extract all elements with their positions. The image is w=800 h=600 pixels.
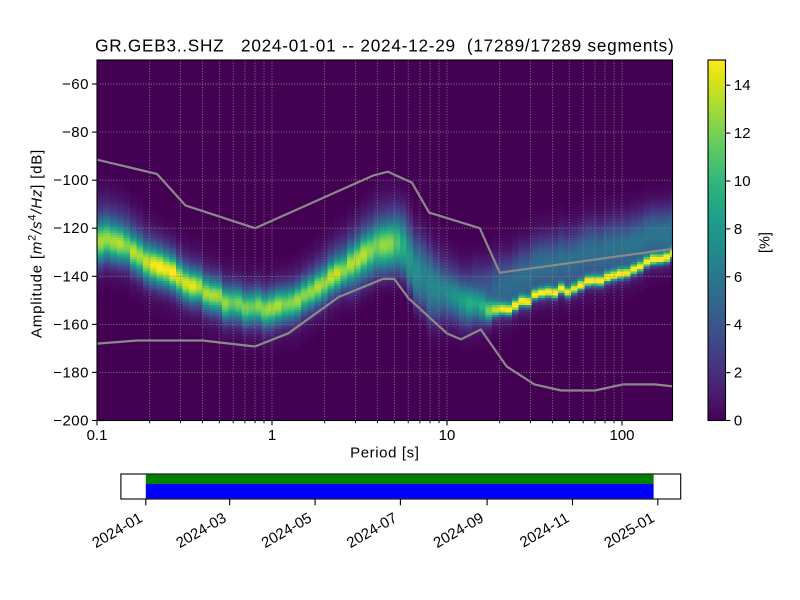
svg-text:100: 100	[609, 427, 634, 444]
svg-text:8: 8	[734, 221, 742, 238]
svg-text:[%]: [%]	[758, 232, 774, 253]
svg-text:10: 10	[734, 173, 751, 190]
svg-text:−180: −180	[53, 364, 89, 381]
svg-text:GR.GEB3..SHZ 2024-01-01 -- 2: GR.GEB3..SHZ 2024-01-01 -- 2024-12-29 (1…	[95, 36, 674, 56]
svg-text:10: 10	[439, 427, 456, 444]
svg-text:1: 1	[268, 427, 276, 444]
svg-text:−60: −60	[62, 76, 89, 93]
svg-text:Period [s]: Period [s]	[350, 445, 419, 462]
svg-text:−140: −140	[53, 268, 89, 285]
svg-text:2: 2	[734, 365, 742, 382]
svg-text:12: 12	[734, 125, 751, 142]
svg-text:−80: −80	[62, 124, 89, 141]
svg-text:4: 4	[734, 317, 742, 334]
svg-text:0.1: 0.1	[87, 427, 108, 444]
svg-text:14: 14	[734, 77, 751, 94]
svg-text:Amplitude [m2/s4/Hz] [dB]: Amplitude [m2/s4/Hz] [dB]	[27, 149, 46, 338]
svg-text:6: 6	[734, 269, 742, 286]
svg-text:−120: −120	[53, 220, 89, 237]
svg-text:−160: −160	[53, 316, 89, 333]
svg-text:0: 0	[734, 413, 742, 430]
svg-text:−200: −200	[53, 413, 89, 430]
svg-text:−100: −100	[53, 172, 89, 189]
